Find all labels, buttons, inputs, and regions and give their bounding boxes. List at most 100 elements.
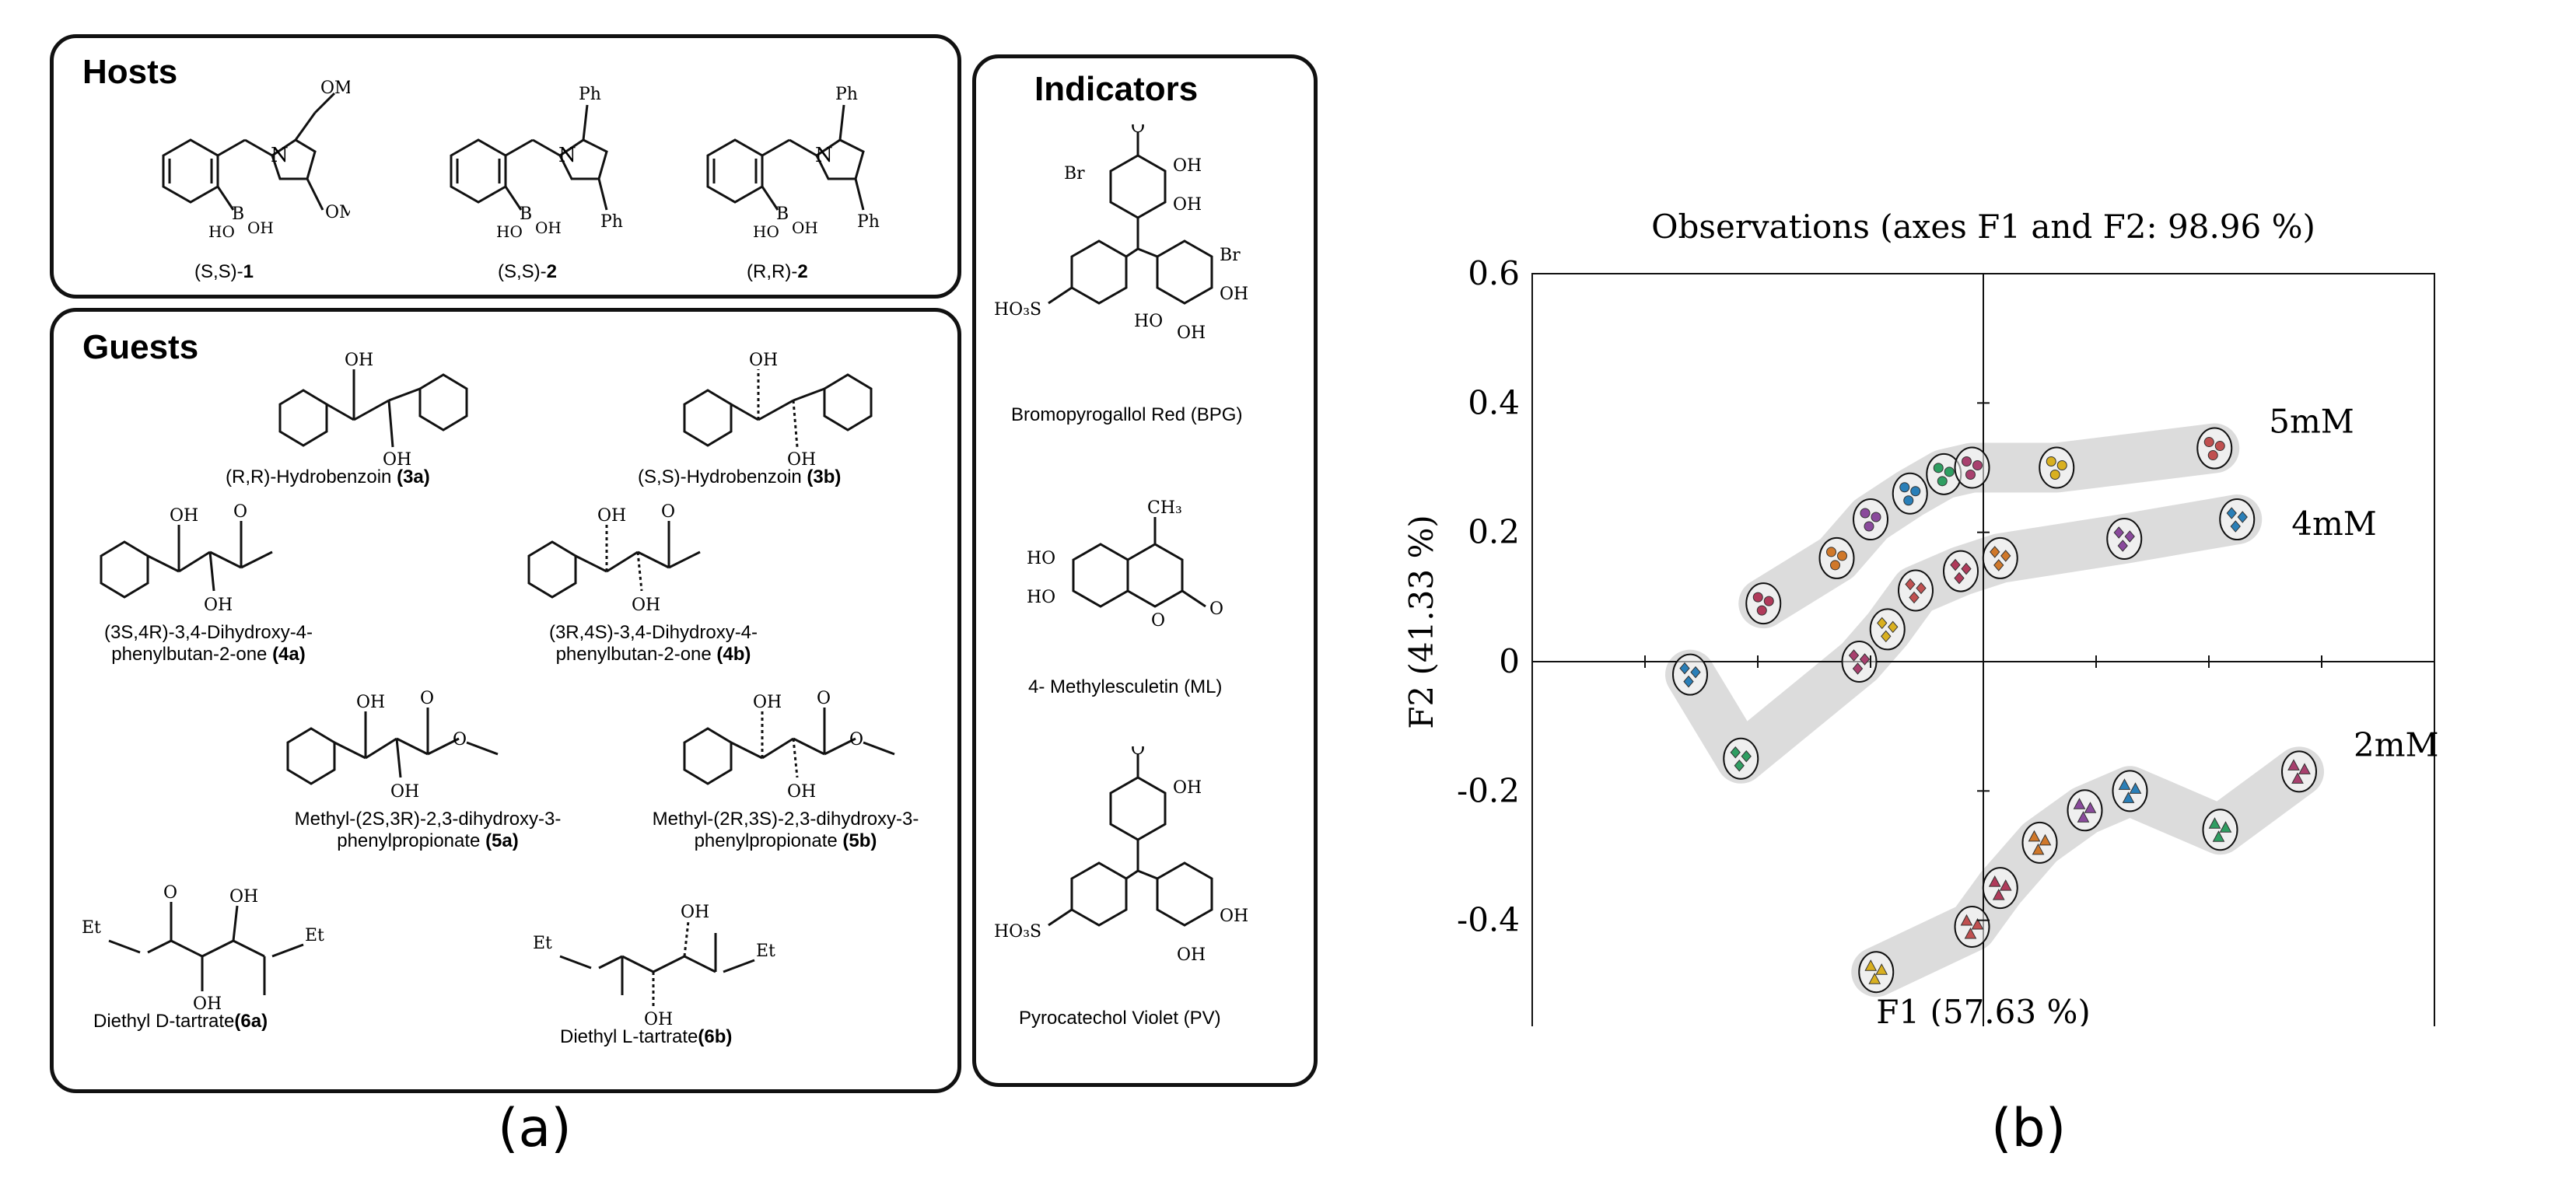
guest-structure-3a: OH OH	[278, 351, 468, 466]
svg-text:Br: Br	[1220, 246, 1241, 265]
cluster-ellipse	[1954, 446, 1990, 489]
data-point	[2039, 833, 2052, 846]
cluster-ellipse	[1869, 608, 1906, 651]
data-point	[1864, 959, 1878, 971]
cluster-ellipse	[1853, 498, 1888, 541]
svg-text:O: O	[1209, 599, 1223, 619]
svg-text:OH: OH	[681, 903, 709, 922]
svg-text:HO: HO	[496, 222, 523, 241]
guest-label-3a: (R,R)-Hydrobenzoin (3a)	[226, 466, 430, 487]
y-tick-label: 0.2	[1468, 513, 1520, 551]
cluster-ellipse	[2039, 446, 2075, 489]
data-point	[2046, 456, 2056, 466]
data-point	[1860, 508, 1871, 519]
data-point	[1993, 559, 2004, 571]
data-point	[2214, 441, 2225, 452]
data-point	[1965, 470, 1976, 480]
data-point	[2207, 450, 2218, 461]
cluster-ellipse	[1943, 550, 1979, 592]
svg-text:Ph: Ph	[857, 212, 880, 232]
svg-text:OMe: OMe	[320, 79, 350, 98]
panel-b-label: (b)	[1991, 1098, 2067, 1159]
guest-structure-5b: OH O O OH	[683, 689, 895, 801]
svg-text:OH: OH	[204, 596, 233, 614]
svg-text:OH: OH	[193, 994, 222, 1011]
svg-text:O: O	[163, 883, 177, 903]
data-point	[2084, 802, 2097, 813]
host-structure-rr2: N Ph Ph B HO OH	[706, 85, 880, 241]
data-point	[2117, 540, 2128, 552]
svg-text:B: B	[232, 204, 244, 224]
svg-text:O: O	[1131, 124, 1145, 137]
data-point	[2129, 782, 2142, 794]
svg-text:OH: OH	[535, 218, 562, 237]
guest-label-5a: Methyl-(2S,3R)-2,3-dihydroxy-3-phenylpro…	[294, 809, 562, 851]
data-point	[1992, 889, 2005, 900]
pca-scatter-chart: Observations (axes F1 and F2: 98.96 %) -…	[1402, 208, 2439, 1026]
data-point	[1916, 582, 1927, 595]
svg-text:O: O	[1151, 611, 1165, 631]
data-point	[1868, 973, 1881, 984]
data-point	[2073, 798, 2086, 809]
svg-text:O: O	[420, 689, 434, 708]
svg-text:OH: OH	[356, 693, 385, 712]
svg-text:HO: HO	[208, 222, 235, 241]
indicator-structure-bpg: O Br OH OH Br OH HO OH HO₃S	[994, 124, 1248, 343]
cluster-ellipse	[2112, 770, 2148, 812]
data-point	[2203, 437, 2214, 448]
cluster-ellipse	[2067, 789, 2103, 832]
indicator-structure-ml: CH₃ HO HO O O	[1027, 498, 1223, 631]
data-point	[1734, 759, 1745, 772]
svg-text:OH: OH	[787, 782, 816, 801]
svg-text:OH: OH	[597, 506, 626, 526]
svg-text:B: B	[520, 204, 532, 224]
data-point	[1999, 879, 2012, 891]
data-point	[1730, 746, 1741, 759]
svg-text:OH: OH	[383, 450, 411, 466]
guest-structure-6a: Et O OH OH Et	[82, 883, 324, 1011]
data-point	[1937, 476, 1948, 487]
cluster-ellipse	[2202, 809, 2238, 851]
data-point	[2032, 843, 2045, 855]
host-label-1: (S,S)-1	[194, 261, 254, 282]
svg-text:B: B	[776, 204, 789, 224]
svg-text:OH: OH	[170, 506, 198, 526]
svg-text:OH: OH	[229, 887, 258, 907]
data-point	[2212, 830, 2225, 842]
cluster-ellipse	[1982, 867, 2018, 910]
data-point	[1881, 630, 1892, 643]
guest-structure-6b: Et OH OH Et	[533, 903, 775, 1026]
data-point	[1871, 512, 1881, 522]
guest-structure-4b: OH O OH	[527, 502, 701, 614]
data-point	[1752, 592, 1763, 603]
indicators-title: Indicators	[1034, 70, 1199, 108]
cluster-ellipse	[2219, 498, 2256, 541]
panel-a-label: (a)	[498, 1098, 572, 1159]
data-point	[1899, 482, 1910, 493]
cluster-ellipse	[2196, 427, 2233, 470]
cluster-ellipse	[1954, 905, 1990, 948]
svg-text:OH: OH	[644, 1010, 673, 1026]
data-point	[1679, 662, 1690, 675]
svg-text:OH: OH	[1173, 156, 1202, 176]
svg-text:CH₃: CH₃	[1147, 498, 1182, 518]
svg-text:HO₃S: HO₃S	[994, 300, 1041, 320]
cluster-ellipse	[1672, 653, 1708, 696]
y-tick-label: 0.6	[1468, 254, 1520, 292]
data-point	[1905, 578, 1916, 591]
svg-text:Ph: Ph	[579, 85, 601, 104]
data-point	[1683, 675, 1694, 688]
svg-text:N: N	[558, 144, 576, 167]
svg-text:HO: HO	[1027, 549, 1055, 568]
indicator-label-bpg: Bromopyrogallol Red (BPG)	[1011, 404, 1243, 425]
host-label-3: (R,R)-2	[747, 261, 808, 282]
data-point	[1837, 550, 1847, 561]
cluster-ellipse	[1982, 536, 2018, 579]
svg-text:Ph: Ph	[600, 212, 623, 232]
y-axis-label: F2 (41.33 %)	[1402, 515, 1440, 729]
data-point	[1950, 558, 1961, 571]
cluster-ellipse	[1723, 737, 1759, 780]
data-point	[1826, 547, 1836, 557]
x-axis-label: F1 (57.63 %)	[1876, 993, 2090, 1026]
svg-text:Br: Br	[1064, 164, 1085, 183]
